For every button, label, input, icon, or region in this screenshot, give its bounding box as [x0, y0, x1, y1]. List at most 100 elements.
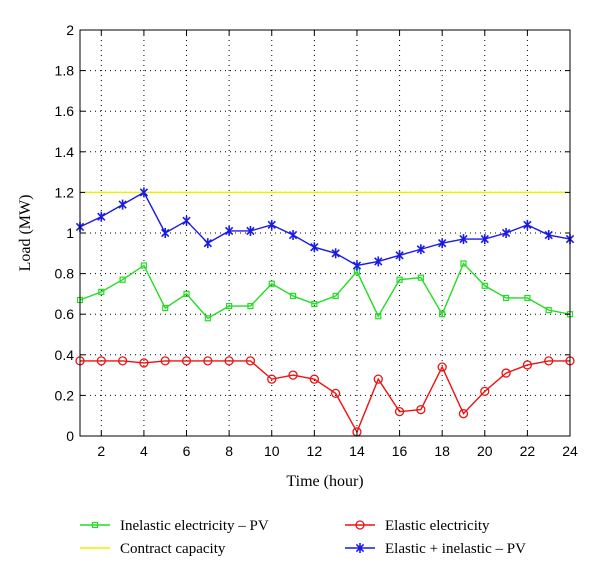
data-point [460, 260, 467, 267]
data-point [502, 294, 510, 302]
data-point [438, 238, 447, 249]
y-tick-label: 0.8 [55, 266, 75, 282]
y-tick-label: 0.4 [55, 347, 75, 363]
data-point [140, 262, 148, 269]
data-point [310, 242, 319, 253]
x-tick-label: 24 [562, 443, 578, 459]
data-point [182, 215, 191, 226]
series-0 [76, 260, 574, 322]
legend-label: Elastic + inelastic – PV [385, 541, 526, 557]
data-point [501, 228, 511, 238]
y-tick-label: 1.6 [55, 103, 75, 119]
data-point [331, 248, 340, 259]
data-point [160, 356, 170, 366]
legend-item: Contract capacity [80, 541, 226, 557]
data-point [267, 374, 277, 384]
y-tick-label: 0.6 [55, 306, 75, 322]
legend-item: Elastic + inelastic – PV [345, 541, 526, 557]
grid-layer [80, 29, 571, 437]
data-point [458, 409, 469, 419]
data-point [331, 388, 341, 399]
data-point [374, 256, 383, 267]
data-point [245, 356, 256, 366]
data-point [523, 219, 532, 230]
data-point [394, 406, 405, 417]
data-point [522, 360, 533, 370]
data-point [545, 307, 552, 314]
y-tick-label: 1.4 [55, 144, 75, 160]
data-point [396, 276, 403, 283]
data-point [544, 230, 553, 241]
data-point [118, 199, 127, 210]
data-point [139, 187, 149, 198]
y-tick-label: 0.2 [55, 387, 75, 403]
legend-marker [91, 521, 99, 529]
data-point [375, 313, 382, 320]
data-point [139, 358, 149, 368]
x-tick-label: 12 [307, 443, 323, 459]
x-tick-label: 2 [97, 443, 105, 459]
legend-marker [355, 520, 365, 530]
y-axis-title: Load (MW) [17, 195, 34, 272]
data-point [203, 356, 213, 366]
legend-marker [355, 543, 365, 553]
data-point [373, 374, 383, 384]
x-tick-label: 16 [392, 443, 408, 459]
x-tick-label: 20 [477, 443, 493, 459]
data-point [309, 374, 319, 384]
data-point [246, 225, 255, 236]
x-axis-title: Time (hour) [286, 473, 363, 490]
legend-label: Contract capacity [120, 541, 226, 557]
data-point [417, 274, 424, 281]
series-line [79, 262, 571, 320]
y-tick-label: 2 [66, 22, 74, 38]
data-point [204, 315, 211, 322]
data-point [459, 234, 468, 245]
y-tick-label: 1.2 [55, 184, 75, 200]
data-point [181, 356, 192, 366]
data-point [480, 386, 490, 396]
data-point [96, 356, 106, 366]
data-point [224, 356, 234, 366]
legend-item: Inelastic electricity – PV [80, 518, 269, 534]
data-point [416, 244, 426, 255]
data-point [247, 302, 254, 310]
data-point [161, 228, 170, 238]
data-point [203, 238, 212, 249]
y-tick-label: 0 [66, 428, 74, 444]
data-point [224, 225, 234, 236]
data-point [481, 282, 488, 289]
data-point [416, 404, 426, 415]
x-tick-label: 14 [349, 443, 365, 459]
data-point [183, 290, 190, 297]
y-tick-label: 1 [66, 225, 74, 241]
data-point [288, 370, 298, 380]
data-point [267, 219, 276, 230]
x-tick-label: 8 [225, 443, 233, 459]
series-3 [75, 187, 575, 271]
x-tick-label: 10 [264, 443, 280, 459]
data-point [288, 230, 298, 241]
data-point [311, 300, 318, 308]
data-point [98, 288, 105, 295]
data-point [268, 280, 275, 287]
y-tick-label: 1.8 [55, 63, 75, 79]
data-point [117, 356, 128, 366]
data-point [480, 234, 489, 245]
series-layer [75, 187, 575, 437]
x-tick-label: 18 [434, 443, 450, 459]
legend-item: Elastic electricity [345, 518, 490, 534]
data-point [352, 260, 362, 271]
series-line [79, 191, 571, 267]
data-point [501, 368, 511, 378]
legend: Inelastic electricity – PV Elastic electr… [80, 518, 526, 557]
tick-layer: 2 4 6 8 10 12 14 16 18 20 22 2400.20.40.60.811.21.4… [55, 22, 578, 459]
series-line [80, 360, 570, 434]
x-tick-label: 6 [183, 443, 191, 459]
data-point [544, 356, 554, 366]
data-point [395, 250, 404, 261]
x-tick-label: 22 [520, 443, 536, 459]
data-point [119, 276, 126, 283]
